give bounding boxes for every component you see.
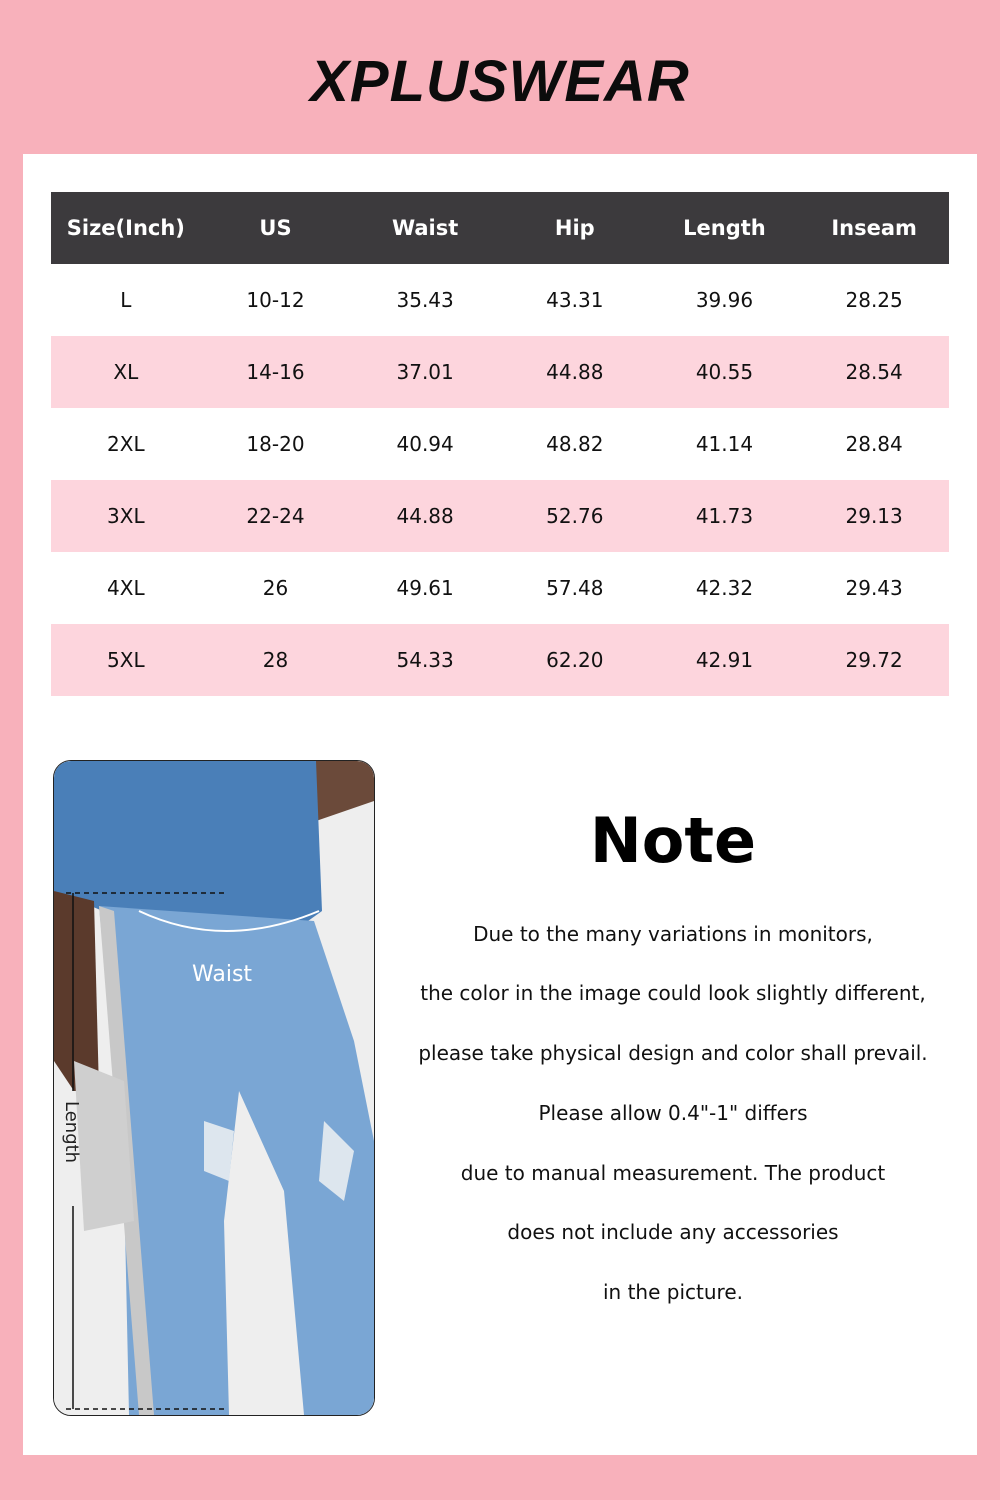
cell-us: 18-20 bbox=[246, 432, 305, 456]
size-chart-card: Size(Inch) US Waist Hip Length Inseam L 1… bbox=[23, 154, 977, 1455]
length-label: Length bbox=[61, 1101, 82, 1163]
cell-hip: 57.48 bbox=[546, 576, 604, 600]
cell-size: 5XL bbox=[51, 624, 201, 696]
size-table: Size(Inch) US Waist Hip Length Inseam L 1… bbox=[51, 192, 949, 696]
cell-size: 4XL bbox=[107, 576, 145, 600]
cell-length: 42.91 bbox=[649, 624, 800, 696]
cell-waist: 37.01 bbox=[350, 336, 500, 408]
table-row: 5XL 28 54.33 62.20 42.91 29.72 bbox=[51, 624, 949, 696]
cell-waist: 35.43 bbox=[396, 288, 454, 312]
cell-size: XL bbox=[51, 336, 201, 408]
table-row: 4XL 26 49.61 57.48 42.32 29.43 bbox=[51, 552, 949, 624]
cell-waist: 44.88 bbox=[350, 480, 500, 552]
cell-us: 10-12 bbox=[246, 288, 305, 312]
header-us: US bbox=[200, 192, 351, 264]
note-line: the color in the image could look slight… bbox=[420, 981, 926, 1005]
cell-hip: 52.76 bbox=[499, 480, 650, 552]
cell-inseam: 28.25 bbox=[845, 288, 903, 312]
cell-us: 22-24 bbox=[200, 480, 351, 552]
brand-logo: XPLUSWEAR bbox=[310, 49, 690, 114]
table-row: L 10-12 35.43 43.31 39.96 28.25 bbox=[51, 264, 949, 336]
table-row: 3XL 22-24 44.88 52.76 41.73 29.13 bbox=[51, 480, 949, 552]
header-size: Size(Inch) bbox=[51, 192, 201, 264]
note-line: does not include any accessories bbox=[507, 1220, 839, 1244]
cell-us: 14-16 bbox=[200, 336, 351, 408]
cell-hip: 48.82 bbox=[546, 432, 604, 456]
jeans-illustration: Waist Length bbox=[54, 761, 374, 1415]
header-waist: Waist bbox=[350, 192, 500, 264]
model-photo: Waist Length bbox=[53, 760, 375, 1416]
cell-inseam: 29.13 bbox=[799, 480, 949, 552]
waist-label: Waist bbox=[192, 962, 252, 987]
note-title: Note bbox=[589, 804, 757, 877]
cell-length: 40.55 bbox=[649, 336, 800, 408]
cell-inseam: 28.54 bbox=[799, 336, 949, 408]
cell-size: L bbox=[120, 288, 132, 312]
header-length: Length bbox=[649, 192, 800, 264]
cell-length: 42.32 bbox=[695, 576, 754, 600]
cell-us: 28 bbox=[200, 624, 351, 696]
cell-waist: 49.61 bbox=[396, 576, 454, 600]
cell-inseam: 28.84 bbox=[845, 432, 903, 456]
cell-inseam: 29.72 bbox=[799, 624, 949, 696]
note-line: in the picture. bbox=[603, 1280, 743, 1304]
table-header-row: Size(Inch) US Waist Hip Length Inseam bbox=[51, 192, 949, 264]
header-hip: Hip bbox=[499, 192, 650, 264]
header-inseam: Inseam bbox=[799, 192, 949, 264]
note-line: Please allow 0.4"-1" differs bbox=[538, 1101, 808, 1125]
cell-us: 26 bbox=[262, 576, 289, 600]
cell-size: 3XL bbox=[51, 480, 201, 552]
cell-size: 2XL bbox=[107, 432, 145, 456]
cell-length: 41.73 bbox=[649, 480, 800, 552]
note-line: please take physical design and color sh… bbox=[418, 1041, 928, 1065]
cell-length: 41.14 bbox=[695, 432, 754, 456]
table-row: 2XL 18-20 40.94 48.82 41.14 28.84 bbox=[51, 408, 949, 480]
cell-waist: 40.94 bbox=[396, 432, 454, 456]
table-row: XL 14-16 37.01 44.88 40.55 28.54 bbox=[51, 336, 949, 408]
note-line: Due to the many variations in monitors, bbox=[473, 922, 873, 946]
cell-inseam: 29.43 bbox=[845, 576, 903, 600]
cell-hip: 43.31 bbox=[546, 288, 604, 312]
cell-hip: 62.20 bbox=[499, 624, 650, 696]
cell-hip: 44.88 bbox=[499, 336, 650, 408]
cell-length: 39.96 bbox=[695, 288, 754, 312]
cell-waist: 54.33 bbox=[350, 624, 500, 696]
note-line: due to manual measurement. The product bbox=[460, 1161, 886, 1185]
